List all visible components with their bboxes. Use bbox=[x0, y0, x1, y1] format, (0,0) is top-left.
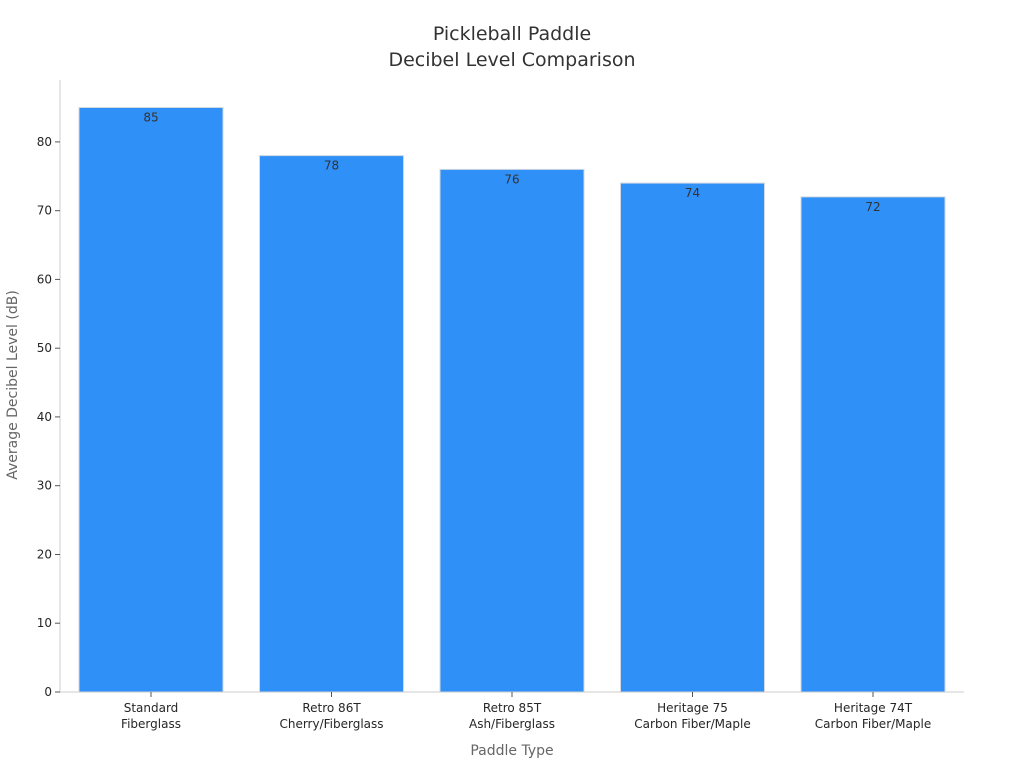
y-tick-label-6: 60 bbox=[37, 272, 52, 286]
x-axis-ticks: Standard Fiberglass Retro 86T Cherry/Fiberg… bbox=[121, 692, 931, 731]
bar-value-label-0: 85 bbox=[143, 111, 158, 125]
bar-value-label-1: 78 bbox=[324, 159, 339, 173]
y-axis-ticks: 0 10 20 30 40 50 60 70 80 bbox=[37, 135, 60, 699]
x-tick-label-1-line-0: Retro 86T bbox=[302, 701, 361, 715]
x-tick-label-4-line-0: Heritage 74T bbox=[834, 701, 913, 715]
y-tick-label-4: 40 bbox=[37, 410, 52, 424]
x-axis-title: Paddle Type bbox=[470, 743, 553, 759]
x-tick-label-3-line-0: Heritage 75 bbox=[657, 701, 728, 715]
y-tick-label-0: 0 bbox=[44, 685, 52, 699]
bars-group bbox=[78, 107, 946, 693]
chart-title: Pickleball Paddle Decibel Level Comparis… bbox=[388, 23, 635, 71]
x-tick-label-2-line-1: Ash/Fiberglass bbox=[469, 717, 555, 731]
y-axis-title: Average Decibel Level (dB) bbox=[5, 290, 21, 480]
bar-value-label-4: 72 bbox=[865, 200, 880, 214]
x-tick-label-2-line-0: Retro 85T bbox=[483, 701, 542, 715]
chart-title-line-2: Decibel Level Comparison bbox=[388, 49, 635, 71]
chart-title-line-1: Pickleball Paddle bbox=[433, 23, 591, 45]
x-tick-label-4-line-1: Carbon Fiber/Maple bbox=[815, 717, 931, 731]
x-tick-label-3-line-1: Carbon Fiber/Maple bbox=[634, 717, 750, 731]
x-tick-label-0-line-1: Fiberglass bbox=[121, 717, 181, 731]
y-tick-label-8: 80 bbox=[37, 135, 52, 149]
y-tick-label-7: 70 bbox=[37, 204, 52, 218]
bar-value-label-3: 74 bbox=[685, 186, 700, 200]
y-tick-label-1: 10 bbox=[37, 616, 52, 630]
y-tick-label-3: 30 bbox=[37, 479, 52, 493]
bar-labels-group: 85 78 76 74 72 bbox=[143, 111, 880, 214]
y-tick-label-2: 20 bbox=[37, 548, 52, 562]
bar-3 bbox=[620, 182, 765, 693]
y-tick-label-5: 50 bbox=[37, 341, 52, 355]
bar-1 bbox=[259, 155, 404, 693]
x-tick-label-1-line-1: Cherry/Fiberglass bbox=[279, 717, 383, 731]
bar-value-label-2: 76 bbox=[504, 172, 519, 186]
x-tick-label-0-line-0: Standard bbox=[124, 701, 179, 715]
bar-4 bbox=[800, 196, 946, 693]
bar-0 bbox=[78, 107, 224, 693]
bar-2 bbox=[439, 168, 585, 693]
